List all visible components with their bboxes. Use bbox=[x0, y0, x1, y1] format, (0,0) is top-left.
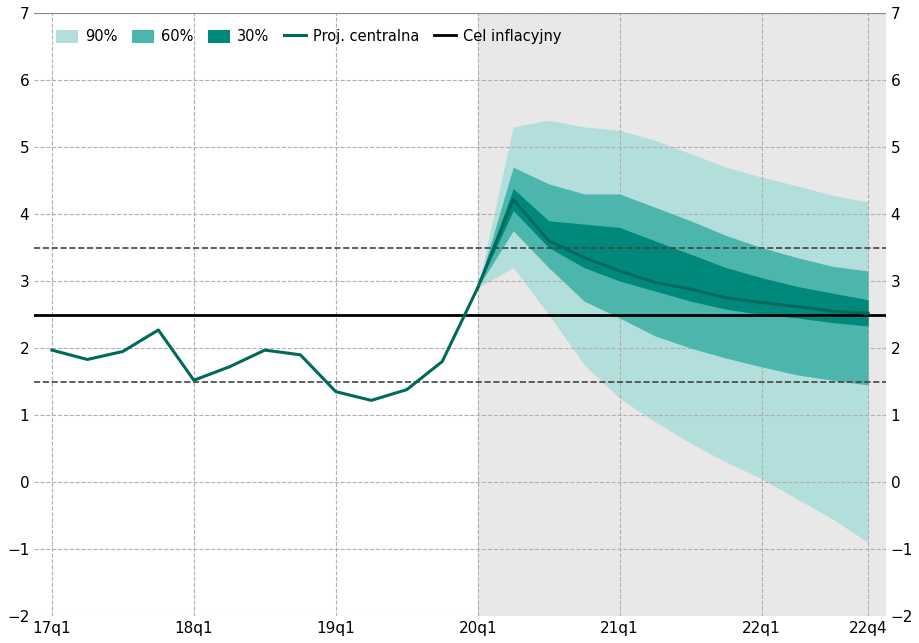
Bar bbox=[477, 13, 885, 616]
Legend: 90%, 60%, 30%, Proj. centralna, Cel inflacyjny: 90%, 60%, 30%, Proj. centralna, Cel infl… bbox=[50, 23, 567, 50]
